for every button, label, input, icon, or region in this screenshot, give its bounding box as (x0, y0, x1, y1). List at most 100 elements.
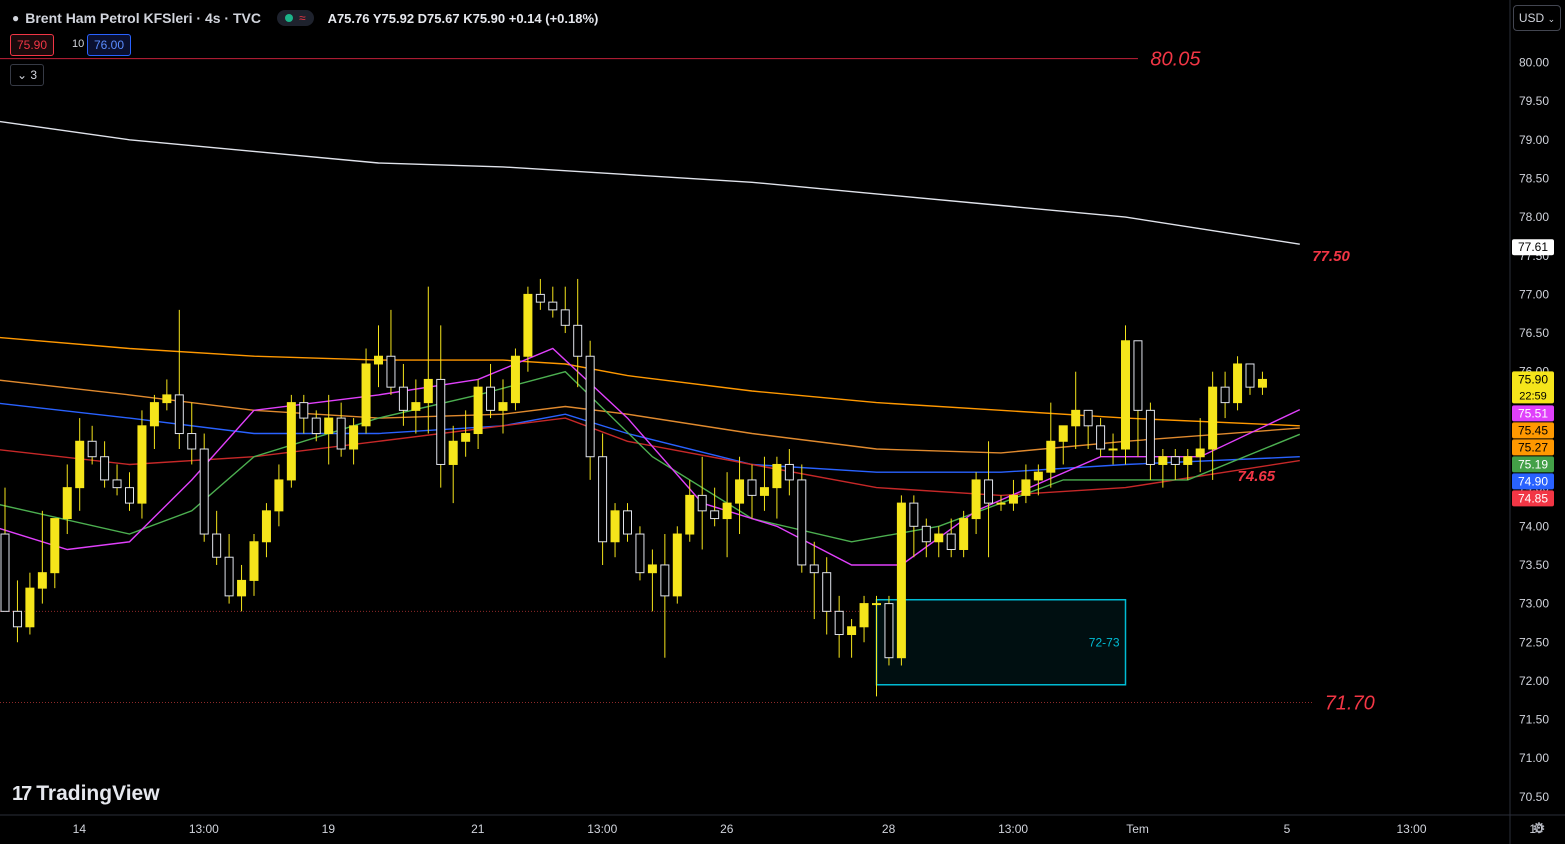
candle[interactable] (274, 464, 284, 527)
candle[interactable] (859, 595, 869, 643)
candle[interactable] (374, 325, 383, 388)
candle[interactable] (1033, 464, 1043, 496)
candle[interactable] (896, 495, 906, 666)
candle[interactable] (1257, 371, 1267, 395)
candle[interactable] (635, 526, 645, 581)
candle[interactable] (1121, 325, 1130, 465)
plot-area[interactable] (0, 0, 1510, 815)
candle[interactable] (747, 464, 757, 519)
candle[interactable] (125, 472, 134, 511)
candle[interactable] (598, 433, 608, 565)
candle[interactable] (523, 286, 533, 372)
candle[interactable] (411, 379, 421, 434)
buy-button[interactable]: 76.00 (87, 34, 132, 56)
candle[interactable] (286, 394, 296, 488)
candle[interactable] (174, 309, 184, 449)
candle[interactable] (212, 510, 222, 565)
candle[interactable] (187, 402, 197, 465)
candle[interactable] (249, 534, 259, 596)
candle[interactable] (884, 595, 894, 666)
candle[interactable] (809, 541, 819, 620)
candle[interactable] (112, 464, 122, 496)
candle[interactable] (162, 379, 172, 411)
candle[interactable] (834, 595, 844, 658)
candle[interactable] (311, 410, 321, 442)
candle[interactable] (75, 418, 85, 511)
candle[interactable] (585, 340, 595, 480)
candle[interactable] (921, 518, 931, 558)
candle[interactable] (448, 425, 458, 504)
candle[interactable] (934, 526, 944, 558)
candle[interactable] (735, 456, 745, 535)
candle[interactable] (984, 441, 994, 558)
candle[interactable] (797, 464, 807, 573)
candle[interactable] (1233, 356, 1243, 411)
indicators-collapse-button[interactable]: ⌄ 3 (10, 64, 44, 86)
candle[interactable] (1208, 371, 1218, 480)
gear-icon[interactable]: ⚙ (1532, 820, 1546, 837)
candle[interactable] (685, 479, 695, 542)
sell-button[interactable]: 75.90 (10, 34, 55, 56)
candle[interactable] (822, 557, 832, 635)
candle[interactable] (237, 564, 247, 612)
candle[interactable] (772, 456, 782, 519)
candle[interactable] (87, 425, 97, 465)
candle[interactable] (50, 518, 60, 589)
symbol-title[interactable]: Brent Ham Petrol KFSleri · 4s · TVC (25, 10, 261, 26)
candle[interactable] (361, 348, 371, 434)
candle[interactable] (1046, 402, 1056, 488)
candle[interactable] (336, 402, 346, 457)
candle[interactable] (660, 534, 670, 658)
candle[interactable] (436, 325, 446, 488)
candle[interactable] (224, 534, 234, 604)
candle[interactable] (784, 449, 794, 496)
candle[interactable] (299, 394, 309, 434)
candle[interactable] (510, 348, 520, 411)
candle[interactable] (1133, 340, 1143, 457)
candle[interactable] (623, 503, 632, 542)
candle[interactable] (1096, 418, 1106, 457)
candle[interactable] (722, 472, 732, 558)
candle[interactable] (486, 363, 496, 419)
candle[interactable] (872, 595, 881, 697)
candle[interactable] (324, 394, 334, 465)
candle[interactable] (62, 464, 72, 535)
candle[interactable] (1108, 433, 1118, 465)
candle[interactable] (759, 456, 769, 511)
candle[interactable] (261, 503, 271, 558)
candle[interactable] (971, 472, 981, 535)
candle[interactable] (710, 487, 720, 527)
candle[interactable] (386, 309, 396, 395)
candle[interactable] (0, 487, 10, 612)
candle[interactable] (100, 441, 110, 488)
candle[interactable] (548, 286, 558, 318)
candle[interactable] (137, 410, 147, 519)
candle[interactable] (647, 549, 657, 612)
candle[interactable] (1170, 449, 1180, 480)
candle[interactable] (473, 379, 483, 449)
candle[interactable] (847, 619, 857, 658)
candle[interactable] (461, 410, 471, 457)
candle[interactable] (149, 394, 159, 449)
candle[interactable] (199, 433, 209, 542)
candle[interactable] (573, 278, 583, 388)
candle[interactable] (498, 379, 508, 434)
candle[interactable] (1195, 418, 1205, 473)
candle[interactable] (1008, 479, 1018, 511)
candle[interactable] (423, 286, 433, 434)
candle[interactable] (25, 572, 35, 635)
candle[interactable] (398, 363, 408, 426)
candle[interactable] (672, 526, 682, 604)
candle[interactable] (1183, 449, 1193, 480)
candle[interactable] (1071, 371, 1081, 449)
candle[interactable] (37, 510, 47, 604)
candle[interactable] (610, 503, 620, 558)
status-pill[interactable]: ≈ (276, 10, 314, 26)
candle[interactable] (959, 510, 969, 558)
candle[interactable] (697, 456, 707, 550)
candle[interactable] (1058, 425, 1068, 465)
candle[interactable] (909, 495, 919, 558)
candle[interactable] (1220, 371, 1230, 419)
candle[interactable] (349, 418, 359, 465)
